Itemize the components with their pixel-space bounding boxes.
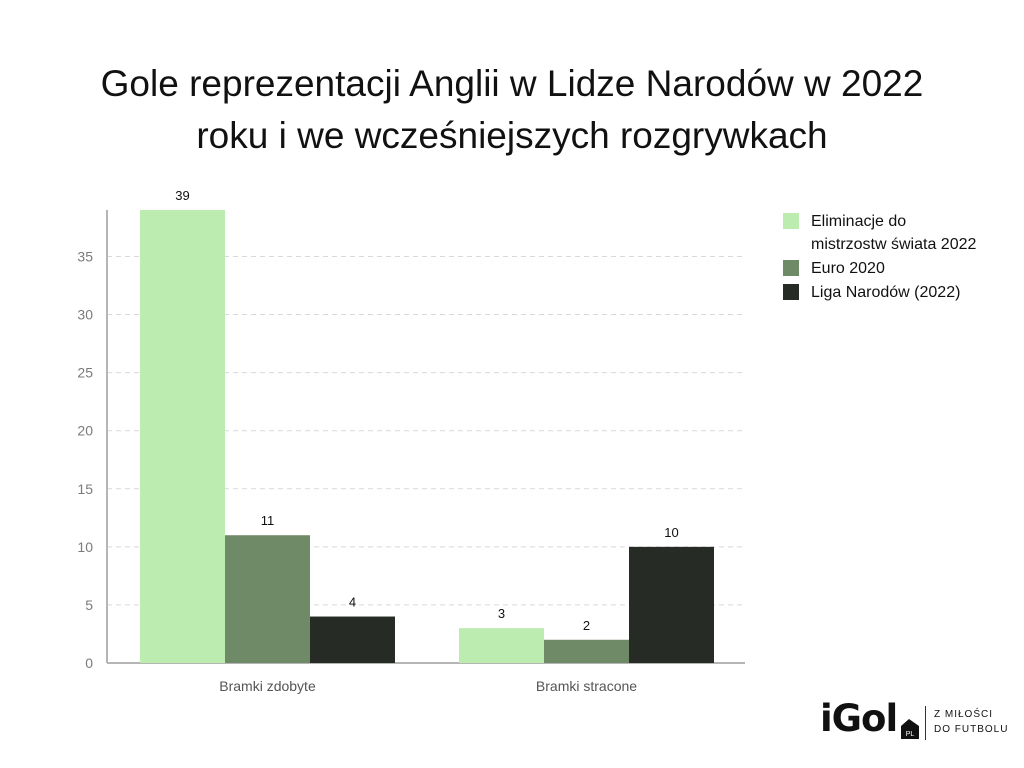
x-category-label: Bramki zdobyte (219, 678, 316, 694)
bar (544, 639, 629, 663)
data-label: 2 (583, 618, 590, 633)
bars (140, 210, 714, 663)
legend-item: Liga Narodów (2022) (783, 281, 983, 304)
brand-logo: iGol PL Z MIŁOŚCI DO FUTBOLU (820, 697, 1010, 746)
bar (225, 535, 310, 663)
y-tick-label: 15 (77, 481, 93, 497)
y-tick-label: 25 (77, 365, 93, 381)
tagline-line-1: Z MIŁOŚCI (934, 709, 994, 720)
data-label: 10 (664, 525, 678, 540)
legend-item: Euro 2020 (783, 257, 983, 280)
y-tick-label: 10 (77, 539, 93, 555)
legend-label: Liga Narodów (2022) (811, 284, 961, 301)
bar (310, 616, 395, 663)
bar (459, 628, 544, 663)
legend: Eliminacje do mistrzostw świata 2022 Euro… (783, 210, 983, 305)
brand-tagline: Z MIŁOŚCI DO FUTBOLU (934, 707, 1008, 737)
data-label: 11 (261, 513, 275, 528)
chart-title: Gole reprezentacji Anglii w Lidze Narodó… (100, 63, 924, 156)
legend-swatch (783, 284, 799, 300)
brand-divider (925, 706, 926, 740)
legend-swatch (783, 260, 799, 276)
y-tick-label: 0 (85, 655, 93, 671)
y-tick-label: 35 (77, 248, 93, 264)
y-tick-label: 30 (77, 307, 93, 323)
y-tick-label: 20 (77, 423, 93, 439)
bar (629, 546, 714, 663)
bar (140, 210, 225, 663)
data-label: 39 (175, 188, 189, 203)
data-label: 4 (349, 595, 356, 610)
legend-label: Eliminacje do mistrzostw świata 2022 (811, 213, 977, 253)
legend-item: Eliminacje do mistrzostw świata 2022 (783, 210, 983, 256)
data-label: 3 (498, 606, 505, 621)
y-tick-label: 5 (85, 597, 93, 613)
location-pin-icon: PL (901, 719, 919, 739)
legend-swatch (783, 213, 799, 229)
x-category-label: Bramki stracone (536, 678, 637, 694)
tagline-line-2: DO FUTBOLU (934, 724, 1009, 735)
brand-wordmark: iGol (820, 697, 898, 740)
brand-suffix: PL (906, 731, 915, 738)
labels: 0 5 10 15 20 25 30 35 39 11 4 Bramki zdobyte 3 2 10 Bra… (77, 188, 678, 694)
legend-label: Euro 2020 (811, 260, 885, 277)
